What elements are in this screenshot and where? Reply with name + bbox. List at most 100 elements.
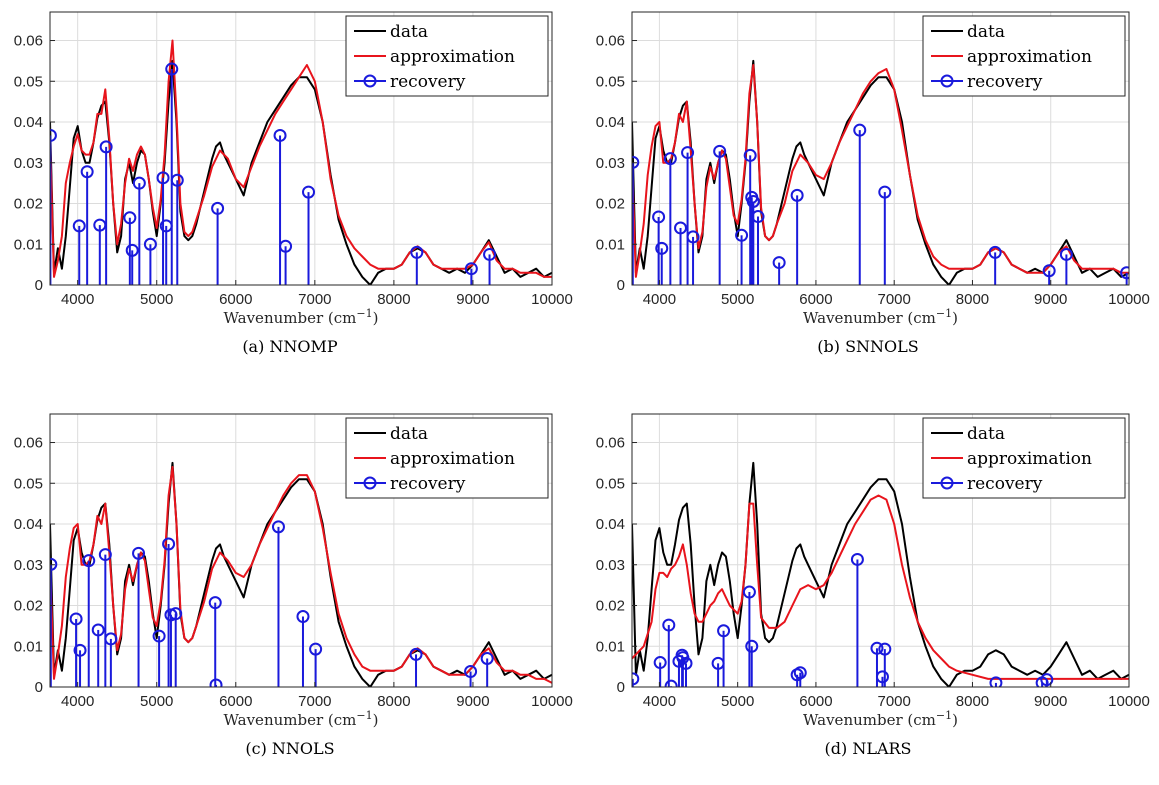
- recovery-marker: [296, 610, 310, 624]
- recovery-marker: [989, 676, 1003, 687]
- recovery-marker: [271, 520, 285, 534]
- legend-label-recovery: recovery: [967, 72, 1043, 92]
- y-tick-label: 0.05: [14, 475, 43, 492]
- y-tick-label: 0.06: [14, 33, 43, 50]
- panel-caption: (b) SNNOLS: [817, 337, 918, 356]
- x-tick-label: 10000: [531, 693, 573, 710]
- y-tick-label: 0.02: [14, 598, 43, 615]
- recovery-marker: [132, 176, 146, 190]
- recovery-marker: [745, 639, 759, 653]
- legend-label-recovery: recovery: [390, 72, 466, 92]
- legend-label-recovery: recovery: [967, 474, 1043, 494]
- recovery-marker: [664, 679, 678, 687]
- x-axis-label: Wavenumber (cm−1): [803, 709, 958, 729]
- recovery-marker: [483, 247, 497, 261]
- recovery-marker: [162, 537, 176, 551]
- recovery-marker: [790, 188, 804, 202]
- recovery-marker: [273, 128, 287, 142]
- x-tick-label: 9000: [456, 291, 489, 308]
- panel-caption: (a) NNOMP: [242, 337, 338, 356]
- legend: data approximation recovery: [922, 15, 1126, 97]
- y-tick-label: 0.01: [14, 236, 43, 253]
- recovery-marker: [169, 607, 183, 621]
- y-tick-label: 0.02: [14, 196, 43, 213]
- x-tick-label: 9000: [1034, 291, 1067, 308]
- recovery-marker: [632, 672, 640, 686]
- x-tick-label: 9000: [1034, 693, 1067, 710]
- recovery-marker: [662, 618, 676, 632]
- chart-panel-2: 4000 5000 6000 7000 8000 9000 10000 0 0.01 0.02 0.…: [596, 11, 1150, 356]
- recovery-marker: [165, 62, 179, 76]
- y-tick-label: 0.01: [596, 638, 625, 655]
- recovery-marker: [211, 201, 225, 215]
- recovery-marker: [853, 123, 867, 137]
- recovery-marker: [409, 647, 423, 661]
- legend-label-approximation: approximation: [390, 47, 515, 67]
- recovery-marker: [1042, 264, 1056, 278]
- legend-label-approximation: approximation: [390, 449, 515, 469]
- y-tick-label: 0.02: [596, 598, 625, 615]
- recovery-marker: [850, 552, 864, 566]
- y-tick-label: 0.03: [14, 155, 43, 172]
- x-tick-label: 4000: [643, 291, 676, 308]
- y-tick-label: 0.03: [14, 557, 43, 574]
- x-tick-label: 7000: [298, 291, 331, 308]
- y-tick-label: 0.04: [14, 516, 43, 533]
- axes-frame: [631, 11, 1130, 286]
- legend-label-approximation: approximation: [967, 47, 1092, 67]
- recovery-marker: [655, 241, 669, 255]
- legend-marker: [363, 476, 377, 490]
- y-tick-label: 0.04: [14, 114, 43, 131]
- recovery-marker: [91, 623, 105, 637]
- recovery-marker: [672, 654, 686, 668]
- legend-label-recovery: recovery: [390, 474, 466, 494]
- panel-caption: (c) NNOLS: [245, 739, 334, 758]
- x-tick-label: 4000: [643, 693, 676, 710]
- recovery-marker: [152, 629, 166, 643]
- recovery-marker: [1120, 266, 1129, 280]
- legend: data approximation recovery: [345, 417, 549, 499]
- legend-marker: [940, 476, 954, 490]
- recovery-marker: [123, 211, 137, 225]
- series-line-data: [632, 461, 1129, 687]
- recovery-marker: [751, 210, 765, 224]
- y-tick-label: 0: [617, 277, 625, 294]
- x-tick-label: 9000: [456, 693, 489, 710]
- x-tick-label: 4000: [61, 693, 94, 710]
- recovery-marker: [735, 228, 749, 242]
- x-tick-label: 8000: [956, 291, 989, 308]
- x-axis-label: Wavenumber (cm−1): [224, 709, 379, 729]
- recovery-marker: [746, 194, 760, 208]
- x-tick-label: 5000: [721, 693, 754, 710]
- recovery-marker: [679, 656, 693, 670]
- y-tick-label: 0.06: [596, 33, 625, 50]
- recovery-marker: [686, 230, 700, 244]
- recovery-marker: [464, 665, 478, 679]
- recovery-marker: [743, 148, 757, 162]
- y-tick-label: 0.05: [596, 475, 625, 492]
- recovery-marker: [1040, 673, 1054, 687]
- recovery-marker: [410, 245, 424, 259]
- recovery-marker: [742, 585, 756, 599]
- recovery-marker: [464, 262, 478, 276]
- recovery-marker: [878, 642, 892, 656]
- recovery-marker: [878, 185, 892, 199]
- legend-label-data: data: [390, 22, 428, 42]
- legend-label-data: data: [967, 424, 1005, 444]
- chart-panel-1: 4000 5000 6000 7000 8000 9000 10000 0 0.01 0.02 0.…: [14, 11, 573, 356]
- recovery-marker: [104, 632, 118, 646]
- recovery-marker: [170, 173, 184, 187]
- y-tick-label: 0.06: [596, 435, 625, 452]
- recovery-marker: [793, 666, 807, 680]
- recovery-marker: [713, 144, 727, 158]
- plot-series: [50, 39, 552, 285]
- x-tick-label: 4000: [61, 291, 94, 308]
- recovery-marker: [663, 152, 677, 166]
- recovery-marker: [302, 185, 316, 199]
- recovery-marker: [73, 643, 87, 657]
- y-tick-label: 0.04: [596, 114, 625, 131]
- axes-frame: [49, 413, 553, 688]
- legend-label-approximation: approximation: [967, 449, 1092, 469]
- y-tick-label: 0: [617, 679, 625, 696]
